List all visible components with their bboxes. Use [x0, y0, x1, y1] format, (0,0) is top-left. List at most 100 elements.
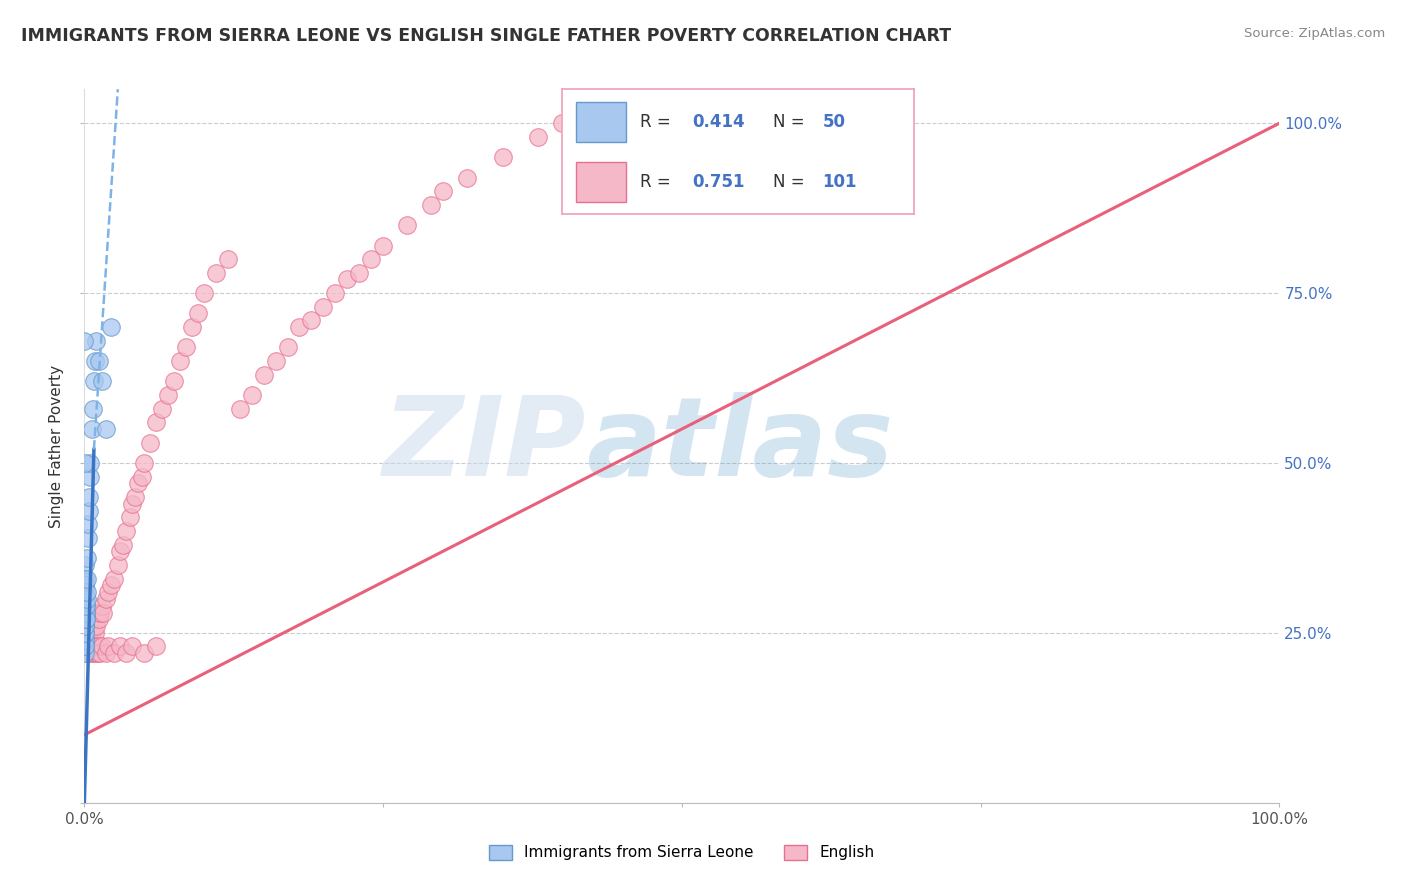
Bar: [576, 161, 626, 202]
Point: [349, 266, 371, 280]
Point: [77, 490, 100, 504]
Point: [76, 585, 98, 599]
Point: [94, 646, 117, 660]
Point: [73, 591, 96, 606]
Point: [86, 606, 108, 620]
Point: [76, 612, 98, 626]
Point: [73, 626, 96, 640]
Point: [73, 606, 96, 620]
Point: [79, 469, 101, 483]
Point: [91, 640, 114, 654]
Point: [75, 619, 97, 633]
Point: [253, 368, 276, 382]
Point: [77, 503, 100, 517]
Point: [86, 334, 108, 348]
Point: [87, 640, 110, 654]
Point: [396, 218, 419, 232]
Point: [419, 198, 441, 212]
Point: [551, 116, 574, 130]
Point: [75, 619, 97, 633]
Point: [73, 558, 96, 572]
Bar: [576, 102, 626, 142]
Point: [100, 320, 122, 334]
Point: [75, 606, 97, 620]
Point: [73, 619, 96, 633]
Point: [217, 252, 239, 266]
Point: [73, 456, 96, 470]
Point: [75, 619, 97, 633]
Point: [73, 619, 96, 633]
Point: [100, 578, 122, 592]
Point: [103, 646, 125, 660]
Point: [131, 469, 153, 483]
Text: N =: N =: [773, 112, 810, 130]
Text: 0.414: 0.414: [692, 112, 745, 130]
Point: [89, 606, 111, 620]
Point: [264, 354, 287, 368]
Point: [79, 632, 101, 647]
Point: [132, 646, 156, 660]
Point: [73, 612, 96, 626]
Point: [84, 626, 107, 640]
Point: [111, 537, 134, 551]
Point: [86, 646, 108, 660]
Point: [91, 599, 114, 613]
Point: [82, 640, 104, 654]
Point: [124, 490, 146, 504]
Point: [91, 375, 114, 389]
Text: atlas: atlas: [586, 392, 894, 500]
Point: [73, 612, 96, 626]
Point: [77, 626, 100, 640]
Point: [73, 646, 96, 660]
Point: [73, 334, 96, 348]
Point: [132, 456, 156, 470]
Text: 50: 50: [823, 112, 845, 130]
Point: [82, 619, 104, 633]
Point: [107, 558, 129, 572]
Point: [89, 646, 111, 660]
Point: [73, 612, 96, 626]
Point: [76, 551, 98, 566]
Point: [97, 640, 120, 654]
Point: [79, 640, 101, 654]
Point: [77, 646, 100, 660]
Point: [73, 599, 96, 613]
Point: [492, 150, 515, 164]
Point: [277, 341, 299, 355]
Point: [73, 632, 96, 647]
Point: [323, 286, 347, 301]
Point: [87, 354, 110, 368]
Point: [87, 612, 110, 626]
Point: [75, 612, 97, 626]
Point: [82, 401, 104, 416]
Point: [80, 626, 103, 640]
Point: [240, 388, 263, 402]
Text: 101: 101: [823, 173, 858, 191]
Point: [77, 517, 100, 532]
Point: [456, 170, 478, 185]
Point: [110, 640, 132, 654]
Y-axis label: Single Father Poverty: Single Father Poverty: [49, 365, 65, 527]
Point: [94, 591, 117, 606]
Point: [75, 626, 97, 640]
Point: [75, 599, 97, 613]
Point: [121, 640, 143, 654]
Point: [73, 578, 96, 592]
Point: [127, 476, 149, 491]
Point: [73, 632, 96, 647]
Point: [301, 313, 323, 327]
Point: [163, 375, 186, 389]
Point: [77, 619, 100, 633]
Point: [174, 341, 197, 355]
Point: [75, 626, 97, 640]
Point: [150, 401, 173, 416]
Point: [76, 591, 98, 606]
Point: [76, 646, 98, 660]
Point: [336, 272, 359, 286]
Point: [73, 626, 96, 640]
Point: [75, 606, 97, 620]
Point: [76, 606, 98, 620]
Point: [432, 184, 454, 198]
Point: [75, 612, 97, 626]
Point: [110, 544, 132, 558]
